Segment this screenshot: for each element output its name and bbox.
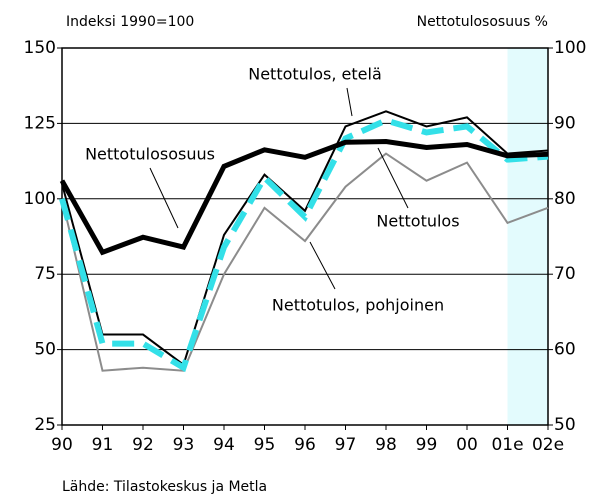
series-line <box>59 138 549 256</box>
x-tick-label: 01e <box>491 435 523 455</box>
forecast-shade <box>507 48 548 425</box>
x-tick-label: 99 <box>416 435 438 455</box>
y2-axis-label: Nettotulososuus % <box>417 14 548 30</box>
y-tick-label: 75 <box>34 264 56 284</box>
x-tick-label: 93 <box>173 435 195 455</box>
x-tick-label: 96 <box>294 435 316 455</box>
series-label: Nettotulososuus <box>85 145 215 164</box>
y-tick-label: 150 <box>24 38 56 58</box>
x-tick-label: 91 <box>92 435 114 455</box>
y-tick-label: 100 <box>24 189 56 209</box>
y2-tick-label: 70 <box>554 264 576 284</box>
leader-line <box>149 167 179 229</box>
y-axis-label: Indeksi 1990=100 <box>66 14 194 30</box>
y2-tick-label: 100 <box>554 38 586 58</box>
y2-tick-label: 90 <box>554 113 576 133</box>
x-tick-label: 90 <box>51 435 73 455</box>
leader-line <box>309 241 336 290</box>
series-label: Nettotulos <box>376 212 459 231</box>
x-tick-label: 98 <box>375 435 397 455</box>
series-line <box>59 117 549 373</box>
x-tick-label: 00 <box>456 435 478 455</box>
x-tick-label: 02e <box>532 435 564 455</box>
series-label: Nettotulos, pohjoinen <box>272 296 444 315</box>
series-line <box>61 152 549 372</box>
y2-tick-label: 50 <box>554 415 576 435</box>
series-line <box>61 110 549 367</box>
plot-frame <box>61 47 549 426</box>
series-label: Nettotulos, etelä <box>248 65 382 84</box>
x-tick-label: 97 <box>335 435 357 455</box>
x-tick-label: 95 <box>254 435 276 455</box>
y-tick-label: 50 <box>34 340 56 360</box>
source: Lähde: Tilastokeskus ja Metla <box>62 479 267 495</box>
y-tick-label: 25 <box>34 415 56 435</box>
leader-line <box>346 87 353 117</box>
x-tick-label: 92 <box>132 435 154 455</box>
y-tick-label: 125 <box>24 113 56 133</box>
x-tick-label: 94 <box>213 435 235 455</box>
y2-tick-label: 80 <box>554 189 576 209</box>
y2-tick-label: 60 <box>554 340 576 360</box>
leader-line <box>377 147 409 209</box>
